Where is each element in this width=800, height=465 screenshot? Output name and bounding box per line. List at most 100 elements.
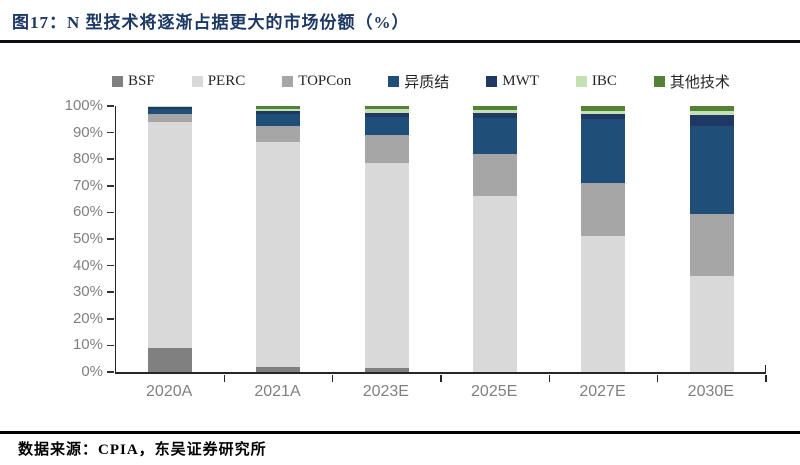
bar-segment-TOPCon <box>364 135 409 164</box>
bar-segment-其他技术 <box>689 106 734 112</box>
bar-segment-其他技术 <box>364 106 409 109</box>
x-axis-labels: 2020A 2021A 2023E 2025E 2027E 2030E <box>115 383 765 401</box>
bar-segment-IBC <box>256 108 301 112</box>
legend-item-6: IBC <box>575 72 617 90</box>
x-category-label: 2023E <box>362 383 409 400</box>
bar-slot-2025E <box>441 106 549 372</box>
y-tick-label: 80% <box>72 150 103 168</box>
bar-segment-MWT <box>581 114 626 120</box>
legend-item-7: 其他技术 <box>653 71 730 92</box>
legend-label: BSF <box>128 72 155 89</box>
stacked-bar-2025E <box>473 106 518 372</box>
bar-slot-2020A <box>116 106 224 372</box>
y-tick-mark <box>107 238 114 240</box>
bar-segment-异质结 <box>148 108 193 114</box>
x-tick-mark <box>331 374 334 382</box>
legend-swatch-icon <box>191 75 203 87</box>
y-tick-mark <box>107 185 114 187</box>
legend-label: MWT <box>502 72 539 89</box>
x-category-label: 2021A <box>254 383 301 400</box>
bar-segment-异质结 <box>581 119 626 184</box>
y-tick-mark <box>107 158 114 160</box>
plot-area <box>115 106 767 382</box>
bar-segment-TOPCon <box>689 213 734 277</box>
stacked-bar-2020A <box>148 106 193 372</box>
bar-segment-BSF <box>364 368 409 372</box>
bar-segment-TOPCon <box>256 125 301 142</box>
y-tick-mark <box>107 371 114 373</box>
y-tick-label: 30% <box>72 283 103 301</box>
y-tick-mark <box>107 105 114 107</box>
bar-segment-TOPCon <box>148 114 193 122</box>
bar-segment-异质结 <box>689 125 734 214</box>
legend-item-2: PERC <box>191 72 246 90</box>
bar-segment-MWT <box>689 115 734 126</box>
y-tick-mark <box>107 291 114 293</box>
legend-swatch-icon <box>112 75 123 87</box>
y-tick-label: 20% <box>72 309 103 327</box>
legend-item-1: BSF <box>112 73 155 90</box>
bar-segment-IBC <box>581 111 626 115</box>
stacked-bar-2021A <box>256 106 301 372</box>
bar-segment-IBC <box>148 106 193 108</box>
bar-segment-IBC <box>689 111 734 116</box>
y-tick-mark <box>107 131 114 134</box>
bars-container <box>116 106 766 372</box>
bar-segment-PERC <box>473 196 518 372</box>
y-tick-label: 0% <box>81 363 103 380</box>
y-tick-mark <box>107 318 114 320</box>
bar-segment-异质结 <box>256 114 301 126</box>
legend-swatch-icon <box>486 75 498 87</box>
chart-legend: BSF PERC TOPCon 异质结 MWT IBC 其他技术 <box>112 70 730 92</box>
x-tick-mark <box>656 374 659 382</box>
data-source: 数据来源：CPIA，东吴证券研究所 <box>18 442 267 458</box>
bar-segment-TOPCon <box>581 183 626 237</box>
bar-segment-BSF <box>148 348 193 372</box>
x-tick-mark <box>548 374 551 382</box>
y-tick-mark <box>107 211 114 214</box>
x-tick-mark <box>440 374 442 382</box>
bar-segment-其他技术 <box>581 106 626 112</box>
y-tick-label: 40% <box>72 256 103 274</box>
y-axis-labels: 0% 10% 20% 30% 40% 50% 60% 70% 80% 90% 100% <box>0 97 103 380</box>
stacked-bar-2027E <box>581 106 626 372</box>
legend-item-3: TOPCon <box>282 73 351 90</box>
legend-swatch-icon <box>575 75 587 87</box>
bar-segment-IBC <box>364 108 409 113</box>
legend-label: IBC <box>591 72 617 89</box>
bar-segment-MWT <box>364 112 409 117</box>
bar-slot-2023E <box>333 106 441 372</box>
bar-slot-2027E <box>549 106 657 372</box>
y-tick-label: 100% <box>64 97 103 114</box>
figure-title: 图17：N 型技术将逐渐占据更大的市场份额（%） <box>12 13 410 32</box>
x-axis-end-tick <box>764 365 766 372</box>
bar-segment-异质结 <box>364 116 409 136</box>
x-category-label: 2020A <box>146 383 193 400</box>
bar-segment-TOPCon <box>473 153 518 197</box>
stacked-bar-2030E <box>689 106 734 372</box>
bar-segment-MWT <box>256 111 301 114</box>
y-tick-label: 10% <box>72 336 103 354</box>
x-category-label: 2025E <box>471 383 518 400</box>
bar-segment-PERC <box>256 141 301 367</box>
legend-item-5: MWT <box>486 73 539 90</box>
legend-swatch-icon <box>388 75 400 87</box>
bar-segment-MWT <box>473 112 518 118</box>
bar-segment-PERC <box>581 236 626 372</box>
bar-segment-异质结 <box>473 118 518 154</box>
legend-swatch-icon <box>653 75 665 87</box>
bar-segment-其他技术 <box>256 106 301 109</box>
y-tick-mark <box>107 264 114 267</box>
bar-segment-BSF <box>256 366 301 372</box>
footer-divider <box>0 431 800 434</box>
y-tick-mark <box>107 344 114 347</box>
title-divider <box>0 40 800 43</box>
bar-segment-PERC <box>689 276 734 372</box>
x-tick-mark <box>765 374 767 382</box>
legend-label: PERC <box>207 72 246 89</box>
legend-label: TOPCon <box>298 72 352 89</box>
bar-segment-PERC <box>364 163 409 369</box>
legend-swatch-icon <box>282 75 294 87</box>
bar-slot-2021A <box>224 106 332 372</box>
y-tick-label: 70% <box>72 176 103 194</box>
